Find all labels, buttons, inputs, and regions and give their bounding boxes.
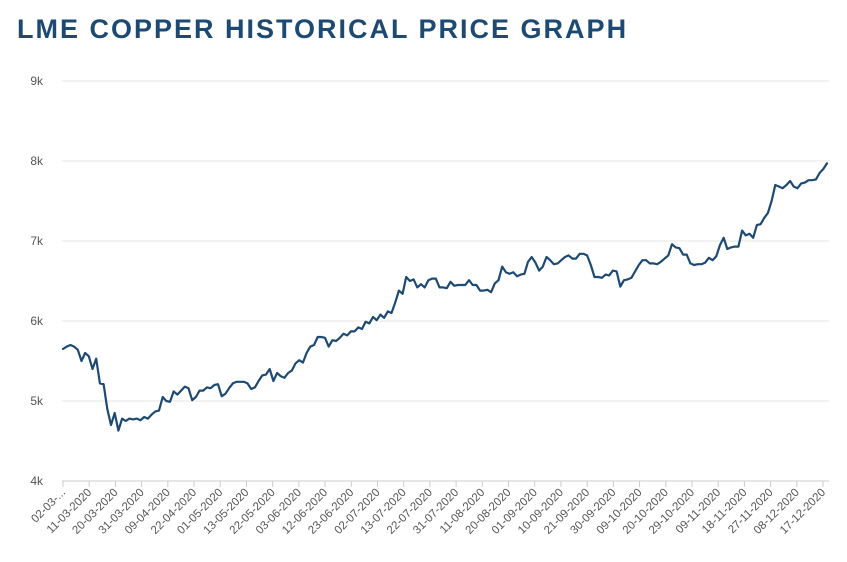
y-axis-tick-labels: 4k 5k 6k 7k 8k 9k [30, 74, 44, 488]
y-tick-label: 7k [30, 234, 44, 248]
y-tick-label: 5k [30, 394, 44, 408]
series-line-copper-price [61, 162, 829, 432]
y-tick-label: 8k [30, 154, 44, 168]
x-axis-ticks: 02-03-...11-03-202020-03-202031-03-20200… [29, 481, 828, 537]
chart-title: LME COPPER HISTORICAL PRICE GRAPH [17, 14, 629, 44]
y-tick-label: 4k [30, 474, 44, 488]
gridlines [62, 80, 829, 402]
y-tick-label: 6k [30, 314, 44, 328]
y-tick-label: 9k [30, 74, 44, 88]
